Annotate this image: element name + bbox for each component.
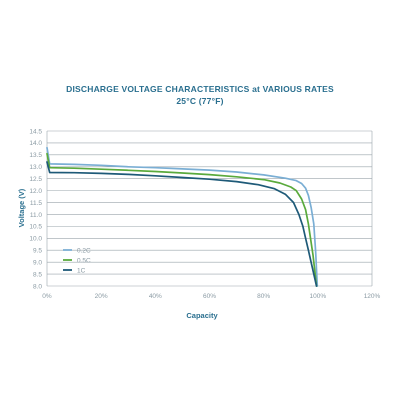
legend-label: 0.2C xyxy=(77,247,91,254)
y-tick-label: 10.5 xyxy=(29,224,42,231)
y-tick-label: 14.0 xyxy=(29,140,42,147)
y-tick-label: 12.5 xyxy=(29,176,42,183)
y-tick-label: 13.0 xyxy=(29,164,42,171)
series-line-0.2C xyxy=(46,146,319,287)
tick-labels: 8.0 8.5 9.0 9.5 10.0 10.5 11.0 11.5 12.0 12.5 13.0… xyxy=(29,128,380,300)
series-line-0.5C xyxy=(46,152,318,287)
x-tick-label: 40% xyxy=(149,293,162,300)
y-tick-label: 8.0 xyxy=(33,283,42,290)
y-tick-label: 11.5 xyxy=(30,200,43,207)
grid xyxy=(46,130,373,287)
x-tick-label: 80% xyxy=(257,293,270,300)
chart-subtitle: 25°C (77°F) xyxy=(176,96,223,106)
x-tick-label: 60% xyxy=(203,293,216,300)
series-line-1C xyxy=(46,161,318,287)
y-tick-label: 12.0 xyxy=(29,188,42,195)
x-tick-label: 0% xyxy=(42,293,52,300)
y-tick-label: 9.0 xyxy=(33,259,42,266)
y-tick-label: 10.0 xyxy=(29,236,42,243)
x-axis-title: Capacity xyxy=(186,311,218,320)
y-tick-label: 8.5 xyxy=(33,271,42,278)
y-tick-label: 11.0 xyxy=(30,212,43,219)
y-tick-label: 14.5 xyxy=(29,128,42,135)
x-tick-label: 100% xyxy=(310,293,327,300)
y-tick-label: 9.5 xyxy=(33,248,42,255)
x-tick-label: 20% xyxy=(95,293,108,300)
chart-title: DISCHARGE VOLTAGE CHARACTERISTICS at VAR… xyxy=(66,84,334,94)
legend: 0.2C 0.5C 1C xyxy=(63,247,91,274)
y-tick-label: 13.5 xyxy=(29,152,42,159)
legend-label: 1C xyxy=(77,267,86,274)
y-axis-title: Voltage (V) xyxy=(17,188,26,227)
x-tick-label: 120% xyxy=(364,293,381,300)
series-lines xyxy=(46,146,319,287)
legend-label: 0.5C xyxy=(77,257,91,264)
